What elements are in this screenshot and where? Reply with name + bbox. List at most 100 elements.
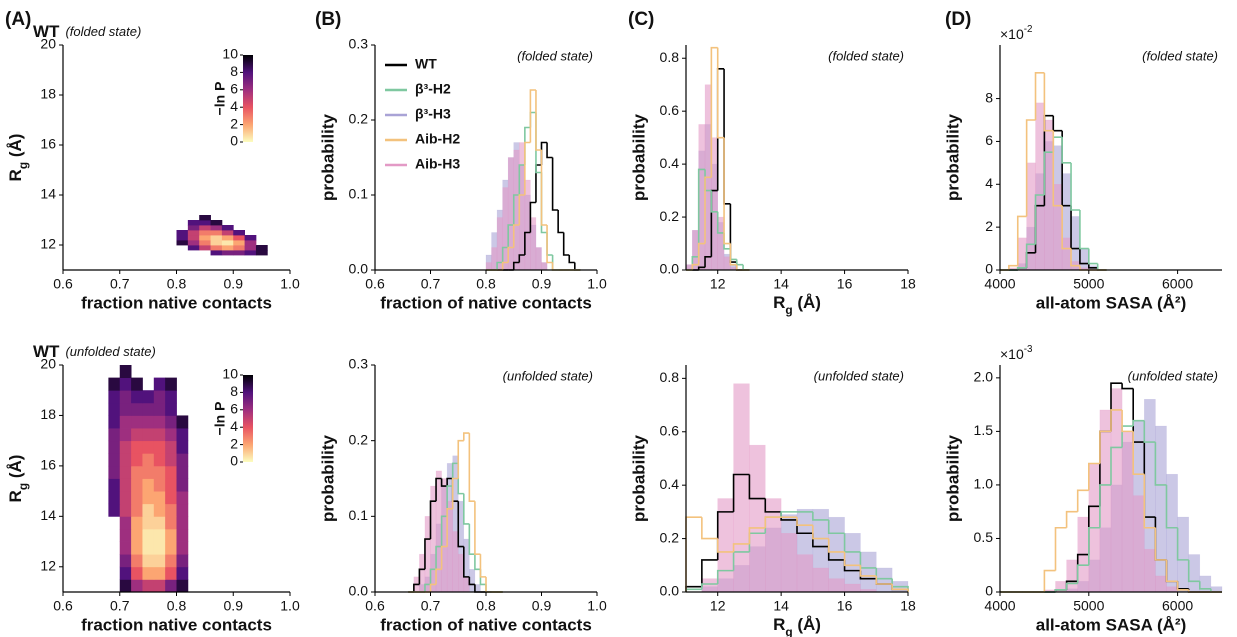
heat-cell <box>153 440 166 454</box>
heat-cell <box>119 453 132 467</box>
hist-step <box>1025 243 1036 268</box>
hist-step <box>697 266 706 270</box>
hist-bar <box>441 478 448 593</box>
hist-step <box>1165 559 1178 583</box>
hist-step <box>507 246 514 263</box>
heat-cell <box>187 230 200 236</box>
heat-cell <box>131 503 143 517</box>
x-tick-label: 0.9 <box>224 598 244 614</box>
heat-cell <box>187 245 200 251</box>
heat-cell <box>176 440 189 454</box>
y-tick-label: 0.3 <box>349 356 369 372</box>
y-tick-label: 0.0 <box>660 261 680 277</box>
heat-cell <box>131 516 143 530</box>
heat-cell <box>119 465 132 479</box>
colorbar-tick-label: 8 <box>230 63 238 79</box>
title: WT <box>33 342 60 361</box>
heat-cell <box>131 554 143 568</box>
x-axis-label: all-atom SASA (Å²) <box>1036 293 1187 312</box>
heat-cell <box>108 428 121 442</box>
hist-step <box>518 194 525 225</box>
hist-step <box>524 231 531 255</box>
colorbar-tick-label: 10 <box>222 366 238 382</box>
scale-label: ×10-2 <box>1000 24 1032 42</box>
colorbar-label: −ln P <box>212 402 228 436</box>
heat-cell <box>131 566 143 580</box>
x-axis-label: fraction of native contacts <box>380 293 592 312</box>
hist-step <box>1099 430 1111 464</box>
y-axis-label: probability <box>943 435 962 522</box>
y-tick-label: 0.4 <box>660 476 680 492</box>
hist-bar <box>507 157 515 271</box>
heat-cell <box>108 415 121 429</box>
x-tick-label: 16 <box>837 598 853 614</box>
heat-cell <box>119 440 132 454</box>
heat-cell <box>119 554 132 568</box>
heat-cell <box>199 225 211 231</box>
heat-cell <box>221 225 234 231</box>
y-axis-label: probability <box>629 114 648 201</box>
heat-cell <box>142 491 155 505</box>
colorbar-tick-label: 0 <box>230 133 238 149</box>
x-tick-label: 0.7 <box>421 598 441 614</box>
hist-step <box>413 583 420 592</box>
heat-cell <box>131 541 143 555</box>
hist-bar <box>1044 119 1054 271</box>
hist-step <box>1143 474 1156 529</box>
hist-step <box>1096 263 1107 271</box>
hist-bar <box>1199 575 1212 593</box>
hist-step <box>723 68 731 205</box>
y-axis-label-part: g <box>16 162 30 169</box>
hist-step <box>1034 72 1045 120</box>
hist-step <box>535 164 542 203</box>
hist-step <box>440 545 448 570</box>
annotation: (folded state) <box>1142 48 1218 63</box>
x-tick-label: 0.7 <box>110 276 130 292</box>
hist-step <box>1016 215 1027 266</box>
heat-cell <box>108 377 121 391</box>
hist-step <box>701 517 718 540</box>
hist-step <box>764 516 782 528</box>
heat-cell <box>176 453 189 467</box>
heat-cell <box>108 491 121 505</box>
hist-step <box>1076 489 1089 512</box>
heat-cell <box>165 402 177 416</box>
hist-step <box>729 248 737 261</box>
annotation: (unfolded state) <box>814 368 904 383</box>
heat-cell <box>108 478 121 492</box>
hist-step <box>468 433 475 502</box>
hist-step <box>457 463 464 495</box>
hist-step <box>479 554 486 578</box>
y-axis-label: Rg (Å) <box>6 134 30 182</box>
hist-step <box>540 150 548 226</box>
hist-step <box>701 583 718 590</box>
heat-cell <box>233 250 245 256</box>
scale-label-part: ×10 <box>1000 26 1024 42</box>
y-tick-label: 20 <box>40 36 56 52</box>
y-tick-label: 18 <box>40 86 56 102</box>
hist-step <box>843 551 861 567</box>
hist-step <box>764 498 782 513</box>
hist-step <box>485 584 492 593</box>
x-tick-label: 14 <box>773 276 789 292</box>
heat-cell <box>131 377 143 391</box>
heat-cell <box>233 235 245 241</box>
hist-step <box>1008 264 1018 270</box>
hist-step <box>1199 581 1211 590</box>
heat-cell <box>131 528 143 542</box>
hist-step <box>463 546 470 578</box>
y-tick-label: 12 <box>40 236 56 252</box>
heat-cell <box>176 235 189 241</box>
hist-bar <box>1144 548 1156 593</box>
hist-bar <box>1110 388 1123 593</box>
heat-cell <box>119 415 132 429</box>
heat-cell <box>119 541 132 555</box>
y-axis-label: probability <box>318 114 337 201</box>
x-tick-label: 16 <box>837 276 853 292</box>
hist-step <box>1034 194 1045 245</box>
heat-cell <box>199 240 211 246</box>
x-tick-label: 5000 <box>1073 276 1104 292</box>
hist-step <box>546 232 553 256</box>
heat-cell <box>255 245 268 251</box>
